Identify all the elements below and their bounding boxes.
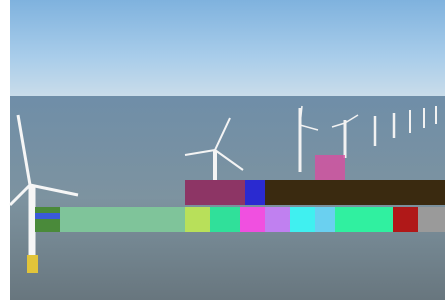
sky [10,0,445,96]
body [0,0,445,307]
glitch-block [245,180,265,205]
glitch-block [265,207,290,232]
glitch-block [315,155,345,180]
border-bottom [10,300,445,307]
glitch-block [418,207,445,232]
glitch-block [35,213,60,219]
glitch-block [315,207,335,232]
glitch-block [210,207,240,232]
photo [0,0,445,307]
glitch-block [35,207,60,232]
glitch-block [240,207,265,232]
glitch-block [290,207,315,232]
turbine-base [27,255,38,273]
glitch-block [393,207,418,232]
page: {} html, body { margin: 0; padding: 0; b… [0,0,445,307]
glitch-block [185,180,245,205]
glitch-block [335,207,393,232]
glitch-block [185,207,210,232]
